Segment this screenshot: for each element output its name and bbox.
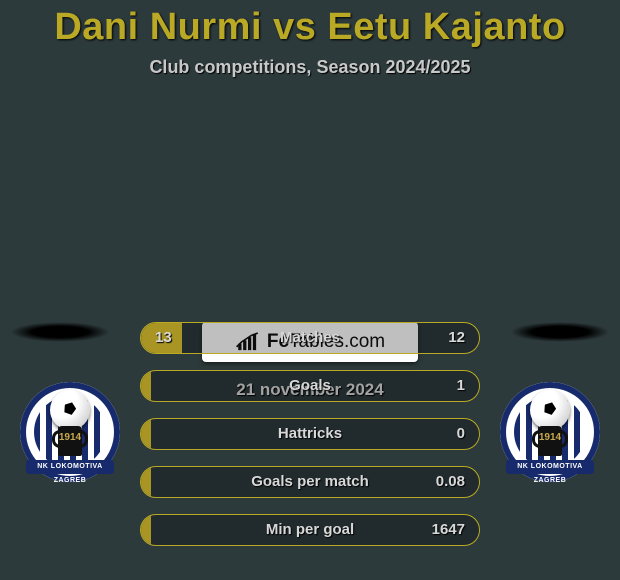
stat-bar: 13Matches12: [140, 322, 480, 354]
page-subtitle: Club competitions, Season 2024/2025: [0, 57, 620, 78]
crest-year-right: 1914: [500, 432, 600, 443]
stat-label: Goals: [141, 371, 479, 401]
stat-right-value: 0.08: [436, 467, 465, 497]
crest-banner-left: NK LOKOMOTIVA ZAGREB: [26, 460, 114, 474]
crest-year-left: 1914: [20, 432, 120, 443]
stat-bars: 13Matches12 Goals1 Hattricks0 Goals per mat…: [140, 322, 480, 562]
stat-bar: Goals1: [140, 370, 480, 402]
stat-label: Goals per match: [141, 467, 479, 497]
stat-bar: Hattricks0: [140, 418, 480, 450]
club-crest-left: 1914 NK LOKOMOTIVA ZAGREB: [20, 382, 120, 482]
stat-right-value: 1: [457, 371, 465, 401]
comparison-stage: 1914 NK LOKOMOTIVA ZAGREB 1914 NK LOKOMO…: [0, 322, 620, 400]
stat-right-value: 0: [457, 419, 465, 449]
stat-label: Min per goal: [141, 515, 479, 545]
stat-right-value: 1647: [432, 515, 465, 545]
stat-bar: Min per goal1647: [140, 514, 480, 546]
stat-right-value: 12: [448, 323, 465, 353]
page-title: Dani Nurmi vs Eetu Kajanto: [0, 0, 620, 49]
stat-label: Matches: [141, 323, 479, 353]
stat-label: Hattricks: [141, 419, 479, 449]
shadow-right: [510, 322, 610, 342]
club-crest-right: 1914 NK LOKOMOTIVA ZAGREB: [500, 382, 600, 482]
crest-banner-right: NK LOKOMOTIVA ZAGREB: [506, 460, 594, 474]
stat-bar: Goals per match0.08: [140, 466, 480, 498]
shadow-left: [10, 322, 110, 342]
